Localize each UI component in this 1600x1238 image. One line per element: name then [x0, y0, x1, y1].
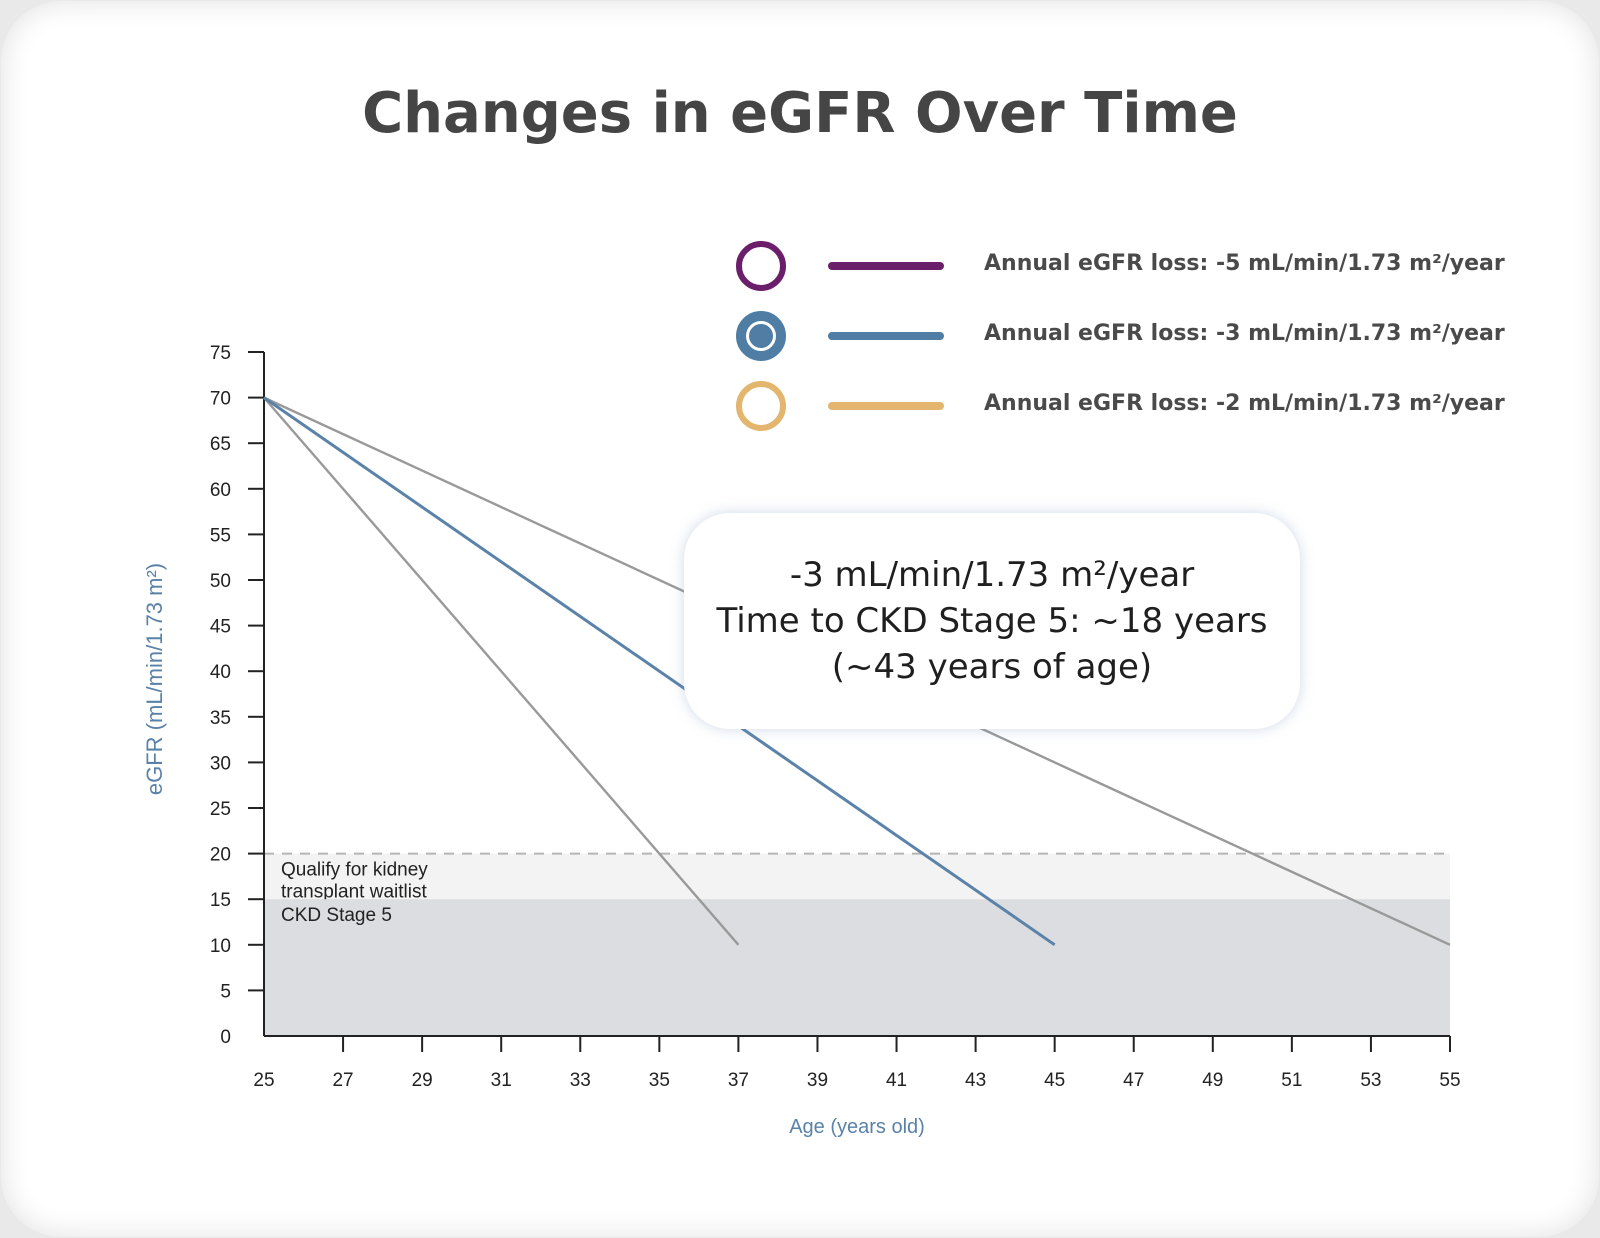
- legend-marker-circle-icon: [736, 241, 786, 291]
- y-tick-label: 35: [210, 708, 231, 729]
- y-tick-label: 45: [210, 617, 231, 638]
- y-tick-label: 0: [220, 1027, 231, 1048]
- y-tick-label: 60: [210, 480, 231, 501]
- annotation-line-1: -3 mL/min/1.73 m²/year: [789, 555, 1195, 595]
- x-tick-label: 51: [1281, 1070, 1302, 1091]
- legend-line-swatch: [828, 402, 944, 410]
- y-tick-label: 15: [210, 890, 231, 911]
- y-tick-label: 70: [210, 389, 231, 410]
- legend-item-2: Annual eGFR loss: -2 mL/min/1.73 m²/year: [736, 381, 1505, 431]
- legend-item-1: Annual eGFR loss: -3 mL/min/1.73 m²/year: [736, 311, 1505, 361]
- x-tick-label: 49: [1202, 1070, 1223, 1091]
- band-1: [264, 899, 1450, 1036]
- legend-marker-inner-ring: [746, 321, 776, 351]
- y-tick-label: 55: [210, 525, 231, 546]
- x-tick-label: 39: [807, 1070, 828, 1091]
- x-tick-label: 45: [1044, 1070, 1065, 1091]
- legend-label: Annual eGFR loss: -5 mL/min/1.73 m²/year: [984, 251, 1505, 276]
- x-tick-label: 43: [965, 1070, 986, 1091]
- annotation-callout: -3 mL/min/1.73 m²/year Time to CKD Stage…: [684, 513, 1300, 729]
- x-tick-label: 31: [491, 1070, 512, 1091]
- x-tick-label: 29: [412, 1070, 433, 1091]
- legend-line-swatch: [828, 262, 944, 270]
- y-tick-label: 10: [210, 936, 231, 957]
- y-tick-label: 5: [220, 981, 231, 1002]
- legend-marker-circle-icon: [736, 311, 786, 361]
- band-0: [264, 853, 1450, 900]
- legend-line-swatch: [828, 332, 944, 340]
- legend-marker-circle-icon: [736, 381, 786, 431]
- y-tick-label: 20: [210, 845, 231, 866]
- x-tick-label: 41: [886, 1070, 907, 1091]
- y-axis-label: eGFR (mL/min/1.73 m²): [142, 563, 167, 795]
- y-tick-label: 65: [210, 434, 231, 455]
- annotation-line-3: (~43 years of age): [831, 647, 1153, 687]
- y-tick-label: 75: [210, 343, 231, 364]
- x-tick-label: 47: [1123, 1070, 1144, 1091]
- y-tick-label: 30: [210, 753, 231, 774]
- annotation-line-2: Time to CKD Stage 5: ~18 years: [716, 601, 1268, 641]
- x-tick-label: 55: [1439, 1070, 1460, 1091]
- band-label-0-0: Qualify for kidney: [281, 860, 428, 881]
- chart-title: Changes in eGFR Over Time: [362, 81, 1238, 146]
- legend-label: Annual eGFR loss: -3 mL/min/1.73 m²/year: [984, 321, 1505, 346]
- x-tick-label: 27: [332, 1070, 353, 1091]
- x-axis-label: Age (years old): [789, 1116, 925, 1138]
- y-tick-label: 50: [210, 571, 231, 592]
- band-label-0-1: transplant waitlist: [281, 882, 427, 903]
- x-tick-label: 33: [570, 1070, 591, 1091]
- x-tick-label: 25: [253, 1070, 274, 1091]
- series-line-1: [263, 396, 1056, 947]
- band-label-1-0: CKD Stage 5: [281, 905, 392, 926]
- legend-label: Annual eGFR loss: -2 mL/min/1.73 m²/year: [984, 391, 1505, 416]
- legend-item-0: Annual eGFR loss: -5 mL/min/1.73 m²/year: [736, 241, 1505, 291]
- y-tick-label: 25: [210, 799, 231, 820]
- series-line-0: [263, 396, 740, 946]
- x-tick-label: 53: [1360, 1070, 1381, 1091]
- y-tick-label: 40: [210, 662, 231, 683]
- x-tick-label: 37: [728, 1070, 749, 1091]
- x-tick-label: 35: [649, 1070, 670, 1091]
